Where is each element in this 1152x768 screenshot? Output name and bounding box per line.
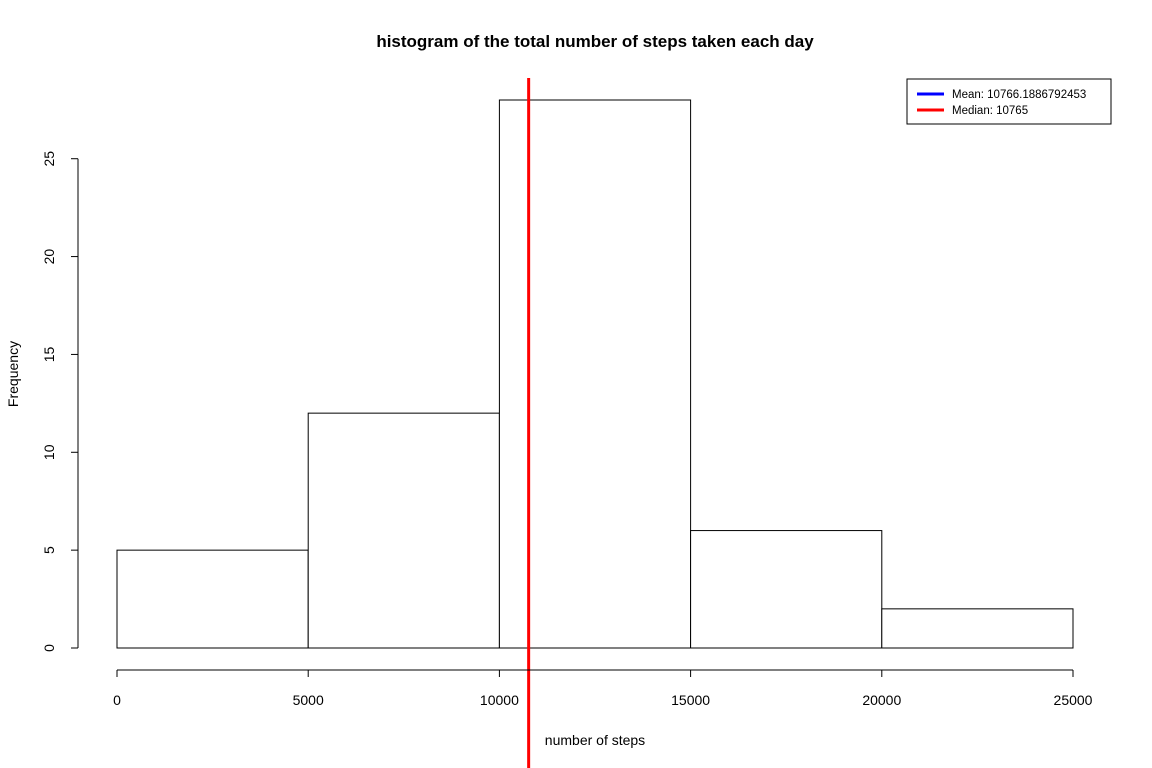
legend-box [906, 78, 1112, 125]
y-tick-label-2: 10 [41, 444, 57, 460]
legend-label-median: Median: 10765 [952, 105, 1028, 117]
histogram-bar-0 [116, 549, 309, 649]
legend-label-mean: Mean: 10766.1886792453 [952, 89, 1086, 101]
x-tick-label-1: 5000 [293, 692, 324, 708]
y-tick-label-1: 5 [41, 546, 57, 554]
y-axis-label: Frequency [5, 341, 21, 407]
legend: Mean: 10766.1886792453 Median: 10765 [906, 78, 1112, 125]
histogram-bar-1 [307, 412, 500, 649]
histogram-bars [116, 99, 1074, 649]
y-tick-label-4: 20 [41, 249, 57, 265]
histogram-bar-3 [690, 530, 883, 649]
y-tick-label-0: 0 [41, 644, 57, 652]
y-tick-label-3: 15 [41, 346, 57, 362]
x-axis-label: number of steps [545, 732, 645, 748]
y-tick-label-5: 25 [41, 151, 57, 167]
histogram-bar-2 [498, 99, 692, 649]
y-axis: 0 5 10 15 20 25 [41, 151, 79, 652]
x-tick-label-2: 10000 [480, 692, 519, 708]
x-tick-label-4: 20000 [862, 692, 901, 708]
histogram-bar-4 [881, 608, 1074, 649]
x-tick-label-3: 15000 [671, 692, 710, 708]
x-axis: 0 5000 10000 15000 20000 25000 [113, 669, 1093, 708]
chart-title: histogram of the total number of steps t… [376, 32, 814, 51]
x-tick-label-0: 0 [113, 692, 121, 708]
x-tick-label-5: 25000 [1054, 692, 1093, 708]
